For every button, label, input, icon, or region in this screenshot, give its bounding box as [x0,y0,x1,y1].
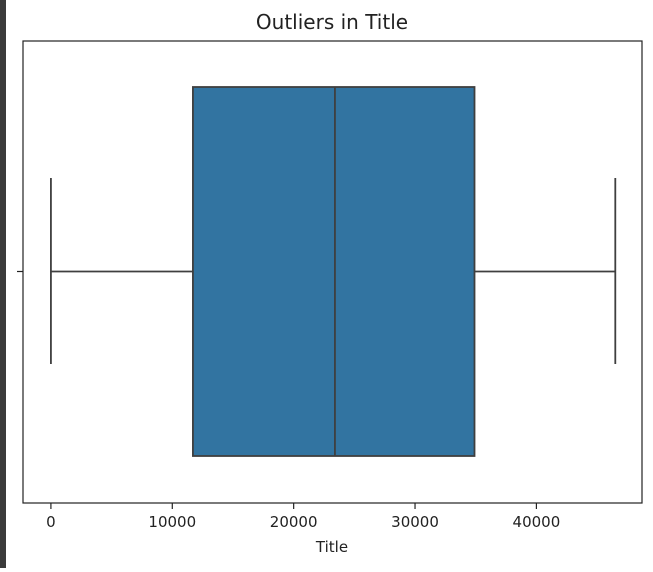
iqr-box [192,86,476,457]
box-layer [50,86,617,457]
x-tick-label: 40000 [513,513,561,531]
chart-title: Outliers in Title [256,10,408,34]
x-axis-label: Title [315,538,348,556]
x-axis-ticks: 0 10000 20000 30000 40000 [46,503,560,531]
x-tick-label: 20000 [270,513,318,531]
x-tick-label: 10000 [148,513,196,531]
x-tick-label: 30000 [391,513,439,531]
boxplot-chart: Outliers in Title 0 10000 20000 30000 40000 … [17,10,643,556]
chart-figure: Outliers in Title 0 10000 20000 30000 40000 … [6,0,653,568]
window-edge-strip [0,0,6,568]
x-tick-label: 0 [46,513,56,531]
